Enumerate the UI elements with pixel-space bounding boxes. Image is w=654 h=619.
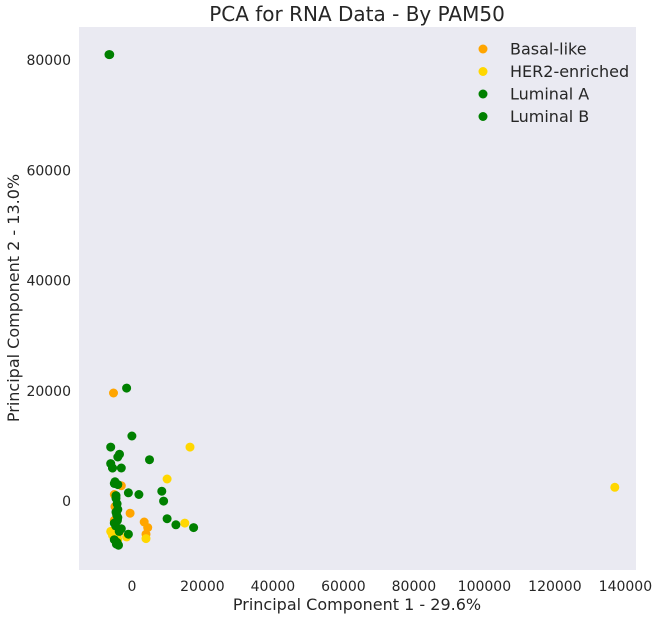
legend-marker-luminal-b bbox=[478, 112, 488, 121]
point-luminal-b-0 bbox=[105, 50, 115, 60]
legend-marker-her2-enriched bbox=[478, 67, 488, 76]
x-tick-label: 80000 bbox=[392, 579, 437, 595]
y-tick-labels: 0 20000 40000 60000 80000 bbox=[26, 53, 71, 510]
legend-label-her2-enriched: HER2-enriched bbox=[510, 62, 629, 81]
legend-label-basal-like: Basal-like bbox=[510, 40, 587, 59]
legend-marker-basal-like bbox=[478, 44, 488, 54]
y-tick-label: 40000 bbox=[26, 274, 71, 290]
point-luminal-a-13 bbox=[134, 490, 144, 499]
y-tick-label: 80000 bbox=[26, 53, 71, 69]
point-luminal-a-6 bbox=[115, 449, 124, 459]
point-basal-like-7 bbox=[139, 517, 149, 527]
point-luminal-a-14 bbox=[157, 486, 167, 496]
y-tick-label: 0 bbox=[62, 494, 71, 510]
x-tick-label: 40000 bbox=[251, 579, 296, 595]
legend-label-luminal-b: Luminal B bbox=[510, 107, 589, 126]
point-luminal-a-7 bbox=[145, 455, 154, 465]
x-tick-label: 120000 bbox=[528, 579, 581, 595]
x-tick-labels: 0 20000 40000 60000 80000 100000 120000 140000 bbox=[127, 579, 652, 595]
plot-area bbox=[79, 27, 636, 570]
point-luminal-a-10 bbox=[116, 463, 126, 473]
x-tick-label: 100000 bbox=[458, 579, 511, 595]
data-points bbox=[104, 50, 620, 550]
x-tick-label: 20000 bbox=[180, 579, 225, 595]
legend-label-luminal-a: Luminal A bbox=[510, 85, 589, 104]
point-luminal-a-23 bbox=[123, 529, 133, 539]
point-luminal-b-2 bbox=[108, 463, 117, 473]
x-axis-label: Principal Component 1 - 29.6% bbox=[233, 595, 481, 614]
point-luminal-a-17 bbox=[171, 520, 181, 530]
point-luminal-b-3 bbox=[110, 477, 120, 487]
point-basal-like-0 bbox=[109, 388, 118, 398]
x-tick-label: 60000 bbox=[321, 579, 366, 595]
point-her2-enriched-7 bbox=[141, 534, 151, 544]
point-luminal-a-12 bbox=[123, 488, 133, 498]
point-luminal-a-18 bbox=[189, 523, 199, 533]
point-her2-enriched-2 bbox=[180, 518, 190, 528]
legend: Basal-like HER2-enriched Luminal A Luminal … bbox=[478, 40, 629, 126]
point-luminal-a-1 bbox=[122, 383, 132, 393]
chart-title: PCA for RNA Data - By PAM50 bbox=[209, 2, 505, 26]
x-tick-label: 140000 bbox=[599, 579, 652, 595]
point-luminal-a-3 bbox=[106, 442, 116, 452]
point-luminal-a-15 bbox=[159, 496, 169, 506]
point-luminal-b-12 bbox=[111, 539, 121, 549]
point-basal-like-4 bbox=[125, 508, 135, 518]
y-axis-label: Principal Component 2 - 13.0% bbox=[4, 174, 23, 422]
point-her2-enriched-3 bbox=[610, 482, 620, 492]
x-tick-label: 0 bbox=[127, 579, 136, 595]
point-luminal-a-16 bbox=[162, 514, 172, 524]
point-her2-enriched-0 bbox=[185, 442, 195, 452]
point-luminal-a-2 bbox=[127, 431, 137, 441]
legend-marker-luminal-a bbox=[478, 89, 488, 99]
point-her2-enriched-1 bbox=[162, 474, 172, 484]
point-luminal-b-10 bbox=[114, 526, 124, 536]
y-tick-label: 60000 bbox=[26, 163, 71, 179]
y-tick-label: 20000 bbox=[26, 384, 71, 400]
